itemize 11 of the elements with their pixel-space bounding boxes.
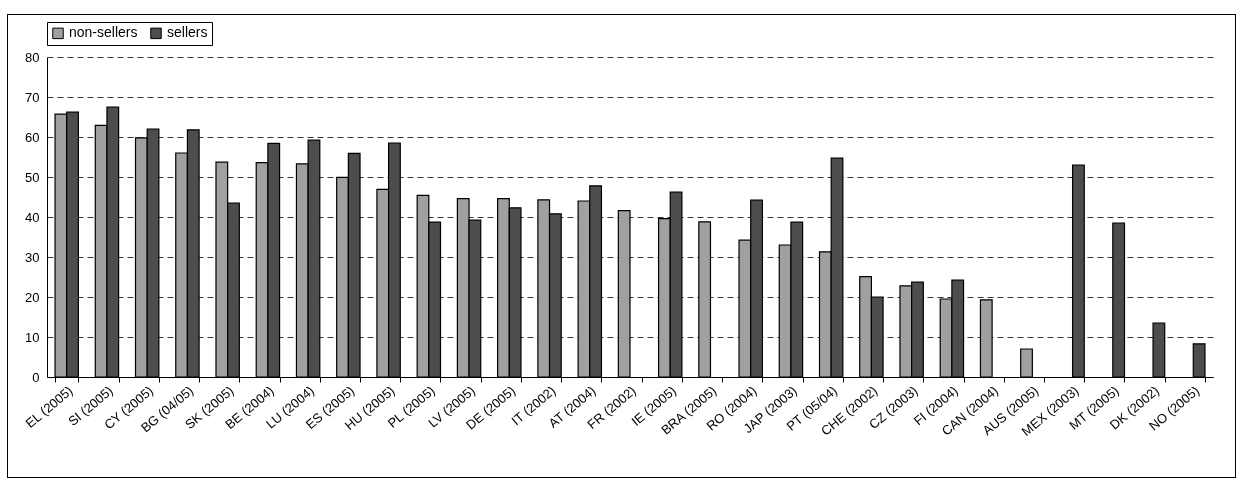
y-tick-label: 20 <box>25 289 40 305</box>
legend-label: non-sellers <box>69 24 138 41</box>
y-tick-label: 50 <box>25 169 40 185</box>
y-tick-label: 40 <box>25 209 40 225</box>
y-tick-label: 80 <box>25 49 40 65</box>
y-tick-label: 30 <box>25 249 40 265</box>
y-tick-label: 60 <box>25 129 40 145</box>
y-tick-label: 10 <box>25 329 40 345</box>
legend-label: sellers <box>167 24 208 41</box>
y-tick-label: 0 <box>32 369 40 385</box>
y-tick-label: 70 <box>25 89 40 105</box>
